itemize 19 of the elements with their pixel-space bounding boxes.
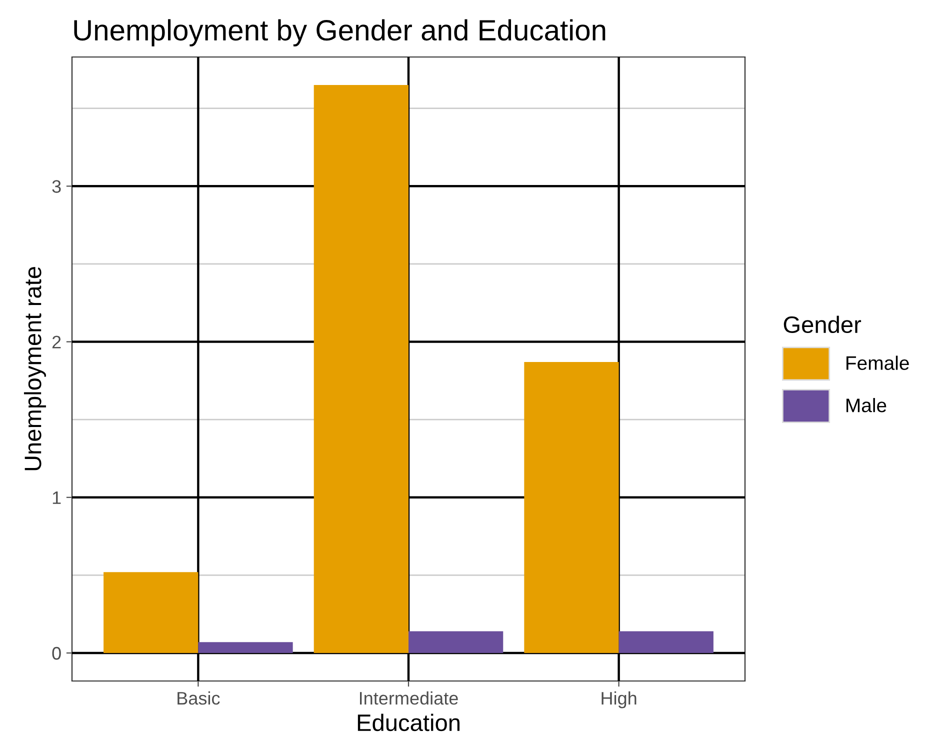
y-tick-label: 3 <box>52 180 61 193</box>
legend-label: Female <box>846 356 909 370</box>
y-tick-label: 2 <box>52 336 61 348</box>
bar <box>104 572 198 653</box>
bar <box>618 631 714 653</box>
bar <box>314 85 408 653</box>
legend-label: Male <box>846 398 886 412</box>
chart-title: Unemployment by Gender and Education <box>74 19 606 46</box>
x-tick-label: Intermediate <box>360 691 458 705</box>
y-tick-label: 0 <box>52 646 61 660</box>
bar <box>198 642 293 653</box>
x-tick-label: Basic <box>178 691 220 705</box>
x-tick-label: High <box>602 691 636 708</box>
bar <box>408 631 504 653</box>
bar <box>524 362 619 653</box>
y-tick-label: 1 <box>52 492 61 504</box>
y-axis-title: Unemployment rate <box>24 267 46 470</box>
legend-title: Gender <box>784 316 862 334</box>
x-axis-title: Education <box>358 714 460 732</box>
